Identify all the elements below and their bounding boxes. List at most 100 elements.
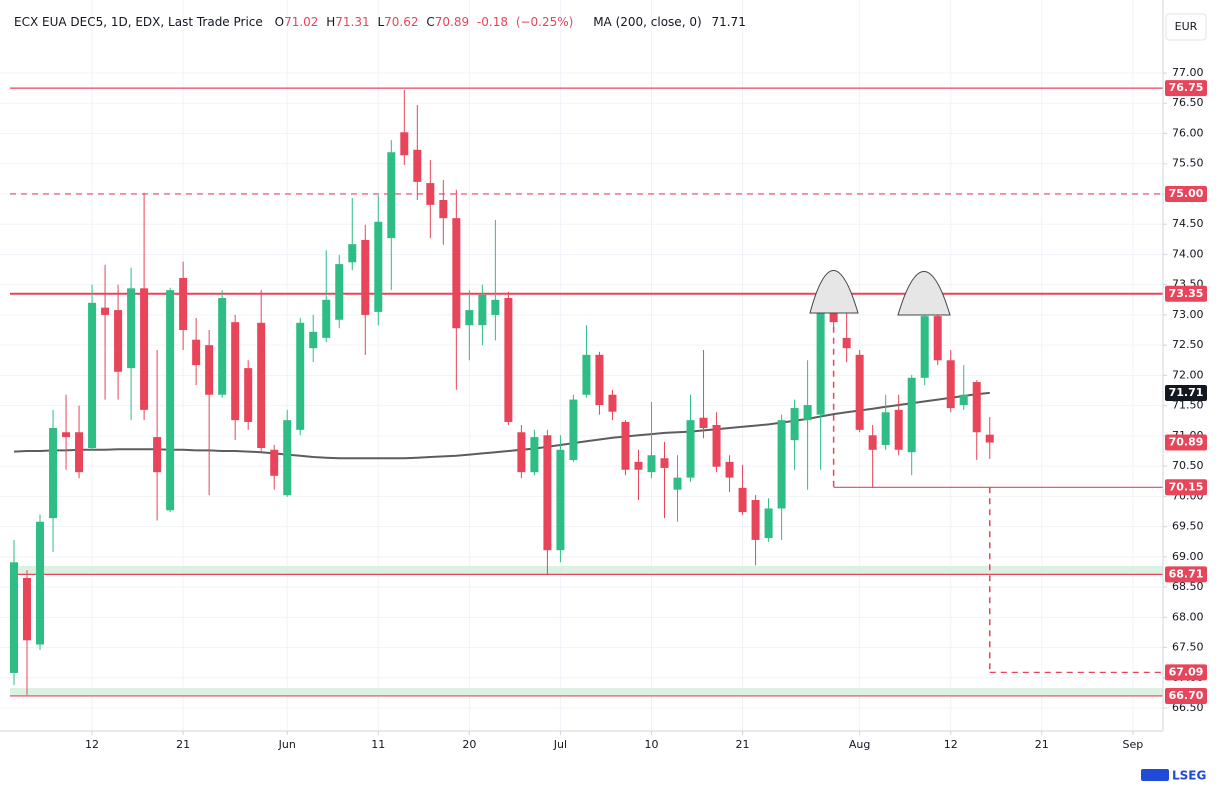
y-tick-label: 74.00	[1172, 247, 1204, 260]
candle-body	[478, 294, 487, 326]
currency[interactable]: EUR	[1175, 20, 1198, 33]
candle-body	[790, 408, 799, 441]
candle-body	[751, 499, 760, 540]
ohlc-value: 71.31	[335, 15, 369, 29]
candle-body	[49, 428, 58, 519]
y-tick-label: 66.50	[1172, 701, 1204, 714]
y-tick-label: 74.50	[1172, 217, 1204, 230]
price-label-box	[1165, 384, 1207, 401]
top-arc	[897, 271, 951, 316]
y-tick-label: 69.00	[1172, 550, 1204, 563]
x-tick-label: 21	[1035, 738, 1049, 751]
ohlc-value: 70.89	[435, 15, 469, 29]
price-label: 75.00	[1169, 187, 1204, 200]
candle-body	[608, 394, 617, 412]
y-tick-label: 77.00	[1172, 66, 1204, 79]
brand-name: LSEG	[1172, 769, 1206, 783]
x-tick-label: 21	[176, 738, 190, 751]
y-tick-label: 67.50	[1172, 641, 1204, 654]
candle-body	[933, 316, 942, 361]
candle-body	[699, 417, 708, 429]
ohlc-value: 71.02	[284, 15, 318, 29]
candle-body	[725, 461, 734, 478]
candle-body	[530, 437, 539, 473]
candle-body	[270, 449, 279, 476]
x-tick-label: 20	[462, 738, 476, 751]
price-label-box	[1165, 80, 1207, 97]
candle-body	[452, 218, 461, 329]
zone-band	[10, 565, 1163, 575]
legend-header: ECX EUA DEC5, 1D, EDX, Last Trade Price …	[14, 15, 746, 29]
candle-body	[907, 377, 916, 453]
change-percent: (−0.25%)	[516, 15, 574, 29]
currency-button[interactable]	[1165, 13, 1207, 41]
candle-body	[335, 264, 344, 320]
x-tick-label: 10	[644, 738, 658, 751]
price-label: 70.15	[1169, 480, 1204, 493]
candle-body	[543, 435, 552, 551]
price-label: 73.35	[1169, 287, 1204, 300]
brand-logo: LSEG	[1141, 769, 1206, 783]
candle-body	[738, 487, 747, 513]
levels	[10, 87, 1163, 697]
price-label-box	[1165, 566, 1207, 583]
candle-body	[75, 432, 84, 473]
candle-body	[10, 562, 18, 673]
candle-body	[855, 354, 864, 430]
candle-body	[777, 420, 786, 509]
x-tick-label: Aug	[849, 738, 870, 751]
y-tick-label: 69.50	[1172, 520, 1204, 533]
candle-body	[959, 394, 968, 406]
candle-body	[283, 420, 292, 496]
candle-body	[920, 316, 929, 378]
ma-name: MA (200, close, 0)	[593, 15, 701, 29]
candle-body	[647, 455, 656, 473]
y-tick-label: 73.00	[1172, 308, 1204, 321]
candle-body	[426, 183, 435, 205]
candle-body	[803, 405, 812, 421]
candle-body	[296, 322, 305, 430]
candle-body	[660, 458, 669, 468]
ma-value: 71.71	[711, 15, 745, 29]
ohlc-letter: C	[426, 15, 434, 29]
y-tick-label: 68.00	[1172, 610, 1204, 623]
y-tick-label: 75.50	[1172, 157, 1204, 170]
candle-body	[816, 297, 825, 415]
price-label-box	[1165, 479, 1207, 496]
candle-body	[205, 345, 214, 395]
candle-body	[972, 382, 981, 433]
candle-body	[569, 399, 578, 461]
candle-body	[309, 331, 318, 349]
candle-body	[88, 302, 97, 448]
candle-body	[868, 435, 877, 450]
price-label: 70.89	[1169, 436, 1204, 449]
x-tick-label: Jun	[278, 738, 296, 751]
candle-body	[621, 421, 630, 470]
y-tick-label: 72.50	[1172, 338, 1204, 351]
candle-body	[192, 339, 201, 366]
candle-body	[114, 310, 123, 372]
candle-body	[322, 299, 331, 338]
candle-body	[101, 307, 110, 315]
candle-body	[166, 290, 175, 511]
candle-body	[127, 288, 136, 369]
x-tick-label: 11	[371, 738, 385, 751]
price-label: 66.70	[1169, 689, 1204, 702]
candle-body	[387, 152, 396, 239]
candle-body	[218, 297, 227, 395]
candle-body	[62, 432, 71, 438]
candle-body	[361, 239, 370, 315]
ohlc-letter: O	[275, 15, 284, 29]
brand-icon	[1141, 769, 1169, 781]
candle-body	[413, 149, 422, 182]
grid	[0, 0, 1163, 731]
candle-body	[179, 278, 188, 331]
symbol-title: ECX EUA DEC5, 1D, EDX, Last Trade Price	[14, 15, 263, 29]
candle-body	[673, 477, 682, 490]
change: -0.18	[477, 15, 508, 29]
x-tick-label: 12	[944, 738, 958, 751]
candle-body	[556, 449, 565, 551]
candle-body	[712, 424, 721, 467]
price-label: 68.71	[1169, 567, 1204, 580]
